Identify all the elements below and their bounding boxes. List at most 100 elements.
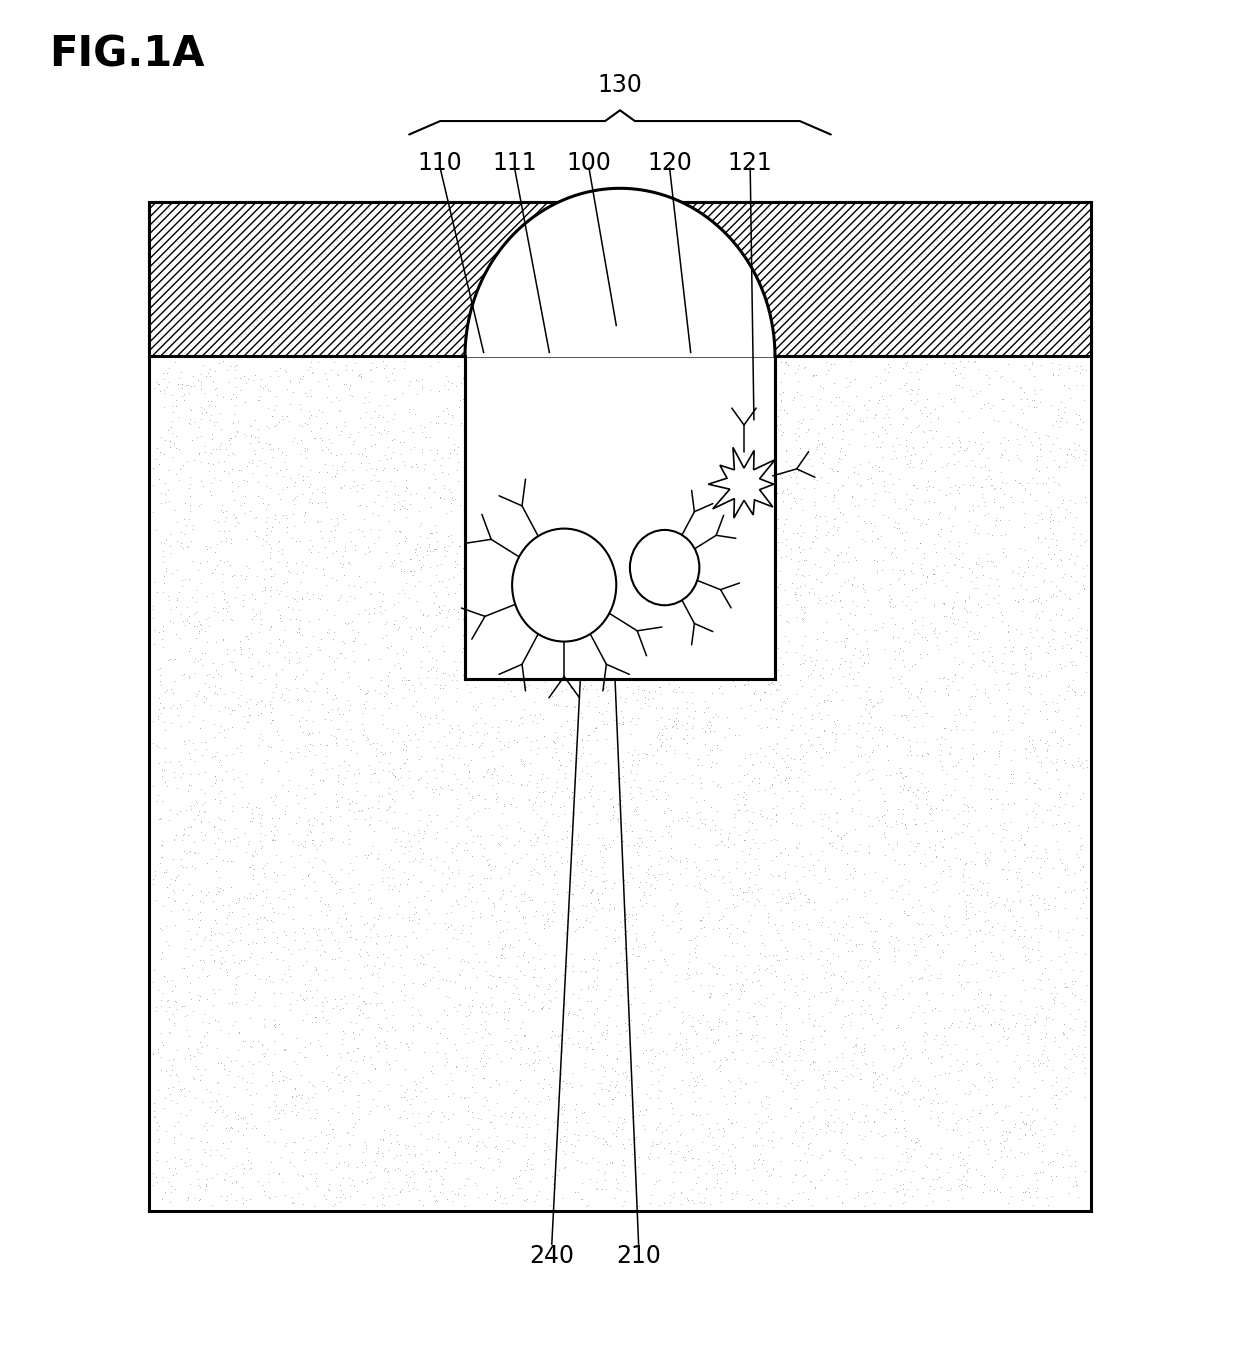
Point [254,452,274,473]
Point [856,581,875,603]
Point [368,790,388,811]
Point [223,1157,243,1178]
Point [301,351,321,373]
Point [153,628,172,650]
Point [699,710,719,732]
Point [526,932,546,954]
Point [885,763,905,784]
Point [243,507,263,529]
Point [177,596,197,617]
Point [862,1180,882,1201]
Point [300,356,320,378]
Point [577,962,596,983]
Point [962,733,982,755]
Point [650,863,670,885]
Point [707,753,727,775]
Point [937,562,957,584]
Point [961,873,981,894]
Point [427,846,446,868]
Point [738,775,758,796]
Point [441,492,461,514]
Point [263,681,283,702]
Point [346,845,366,866]
Point [792,1181,812,1202]
Point [1060,718,1080,740]
Point [254,752,274,773]
Point [552,1077,572,1099]
Point [450,1087,470,1108]
Point [1045,720,1065,741]
Point [303,759,322,780]
Point [764,829,784,850]
Point [278,516,298,538]
Point [428,440,448,461]
Point [358,889,378,911]
Point [874,790,894,811]
Point [1002,487,1022,508]
Point [334,1151,353,1173]
Point [362,796,382,818]
Point [329,389,348,410]
Point [237,962,257,983]
Point [268,437,288,459]
Point [156,877,176,898]
Point [942,360,962,382]
Point [655,1192,675,1213]
Point [1025,772,1045,794]
Point [269,1071,289,1092]
Point [1047,1165,1066,1186]
Point [1065,440,1085,461]
Point [980,374,999,395]
Point [661,728,681,749]
Point [777,402,797,424]
Point [799,729,818,751]
Point [738,1001,758,1022]
Point [531,703,551,725]
Point [745,849,765,870]
Point [620,814,640,835]
Point [223,742,243,764]
Point [751,1091,771,1112]
Point [621,857,641,878]
Point [305,1083,325,1104]
Point [782,1132,802,1154]
Point [448,892,467,913]
Point [672,1038,692,1060]
Point [905,444,925,465]
Point [393,605,413,627]
Point [978,447,998,468]
Point [322,870,342,892]
Point [683,1015,703,1037]
Point [921,964,941,986]
Point [992,1166,1012,1188]
Point [563,802,583,823]
Point [960,585,980,607]
Point [833,916,853,937]
Point [511,884,531,905]
Point [774,514,794,535]
Point [402,456,422,477]
Point [808,433,828,455]
Point [1065,1150,1085,1171]
Point [242,798,262,819]
Point [165,1158,185,1180]
Point [573,736,593,757]
Point [402,997,422,1018]
Point [789,1100,808,1122]
Point [877,736,897,757]
Point [615,1075,635,1096]
Point [424,1185,444,1206]
Point [632,1104,652,1126]
Point [487,717,507,738]
Point [1045,701,1065,722]
Point [228,687,248,709]
Point [162,1003,182,1025]
Point [895,406,915,428]
Point [342,475,362,496]
Point [1024,364,1044,386]
Point [279,769,299,791]
Point [946,920,966,941]
Point [418,1128,438,1150]
Point [181,987,201,1009]
Point [188,967,208,989]
